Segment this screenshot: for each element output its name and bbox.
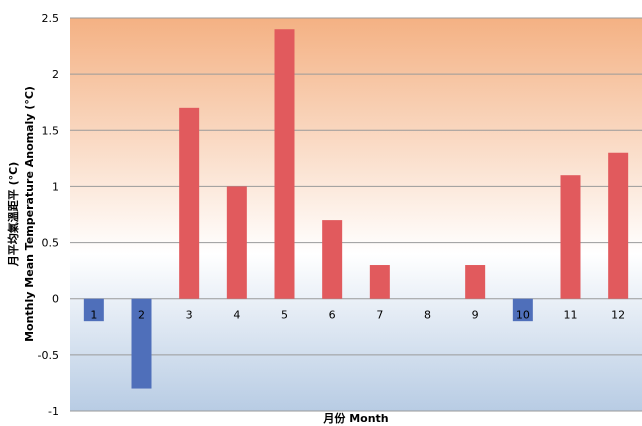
category-label-12: 12 bbox=[611, 309, 625, 322]
category-label-5: 5 bbox=[281, 309, 288, 322]
y-axis-title-english: Monthly Mean Temperature Anomaly (°C) bbox=[23, 86, 36, 342]
y-tick-label: 1 bbox=[52, 180, 59, 193]
bar-month-1 bbox=[83, 298, 104, 322]
bar-month-7 bbox=[369, 265, 390, 299]
y-tick-label: 0.5 bbox=[42, 237, 60, 250]
category-label-9: 9 bbox=[472, 309, 479, 322]
category-label-3: 3 bbox=[186, 309, 193, 322]
category-label-11: 11 bbox=[564, 309, 578, 322]
bar-month-4 bbox=[226, 186, 247, 299]
y-axis-title-chinese: 月平均氣溫距平 (°C) bbox=[6, 162, 20, 267]
y-axis-tick-labels: 2.5 2 1.5 1 0.5 0 -0.5 -1 bbox=[38, 12, 59, 418]
category-label-10: 10 bbox=[516, 309, 530, 322]
category-label-1: 1 bbox=[90, 309, 97, 322]
y-tick-label: 1.5 bbox=[42, 124, 60, 137]
y-tick-label: 0 bbox=[52, 293, 59, 306]
bar-month-3 bbox=[179, 107, 200, 299]
bar-month-6 bbox=[322, 220, 343, 299]
bar-month-12 bbox=[608, 152, 629, 299]
bar-month-9 bbox=[465, 265, 486, 299]
x-axis-title: 月份 Month bbox=[322, 411, 388, 425]
category-label-2: 2 bbox=[138, 309, 145, 322]
category-label-7: 7 bbox=[376, 309, 383, 322]
y-tick-label: 2 bbox=[52, 68, 59, 81]
bar-month-5 bbox=[274, 29, 295, 299]
bar-month-11 bbox=[560, 175, 581, 299]
y-tick-label: -1 bbox=[48, 405, 59, 418]
gridlines bbox=[70, 17, 642, 412]
category-labels: 1 2 3 4 5 6 7 8 9 10 11 12 bbox=[90, 309, 625, 322]
plot-area-background bbox=[70, 18, 642, 411]
category-label-8: 8 bbox=[424, 309, 431, 322]
y-tick-label: -0.5 bbox=[38, 349, 59, 362]
category-label-4: 4 bbox=[233, 309, 240, 322]
bars bbox=[83, 29, 629, 389]
category-label-6: 6 bbox=[329, 309, 336, 322]
y-tick-label: 2.5 bbox=[42, 12, 60, 25]
bar-month-10 bbox=[512, 298, 533, 322]
bar-month-2 bbox=[131, 298, 152, 389]
